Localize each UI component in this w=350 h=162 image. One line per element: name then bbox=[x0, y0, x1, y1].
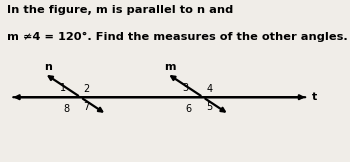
Text: In the figure, m is parallel to n and: In the figure, m is parallel to n and bbox=[7, 5, 233, 15]
Text: n: n bbox=[44, 62, 52, 72]
Text: 3: 3 bbox=[183, 83, 189, 93]
Text: 8: 8 bbox=[63, 104, 70, 114]
Text: 5: 5 bbox=[206, 102, 212, 112]
Text: t: t bbox=[312, 92, 317, 102]
Text: 7: 7 bbox=[84, 102, 90, 112]
Text: 6: 6 bbox=[186, 104, 192, 114]
Text: 2: 2 bbox=[84, 84, 90, 93]
Text: m: m bbox=[164, 62, 176, 72]
Text: m ≄4 = 120°. Find the measures of the other angles.: m ≄4 = 120°. Find the measures of the ot… bbox=[7, 32, 348, 42]
Text: 1: 1 bbox=[60, 83, 66, 93]
Text: 4: 4 bbox=[206, 84, 212, 93]
